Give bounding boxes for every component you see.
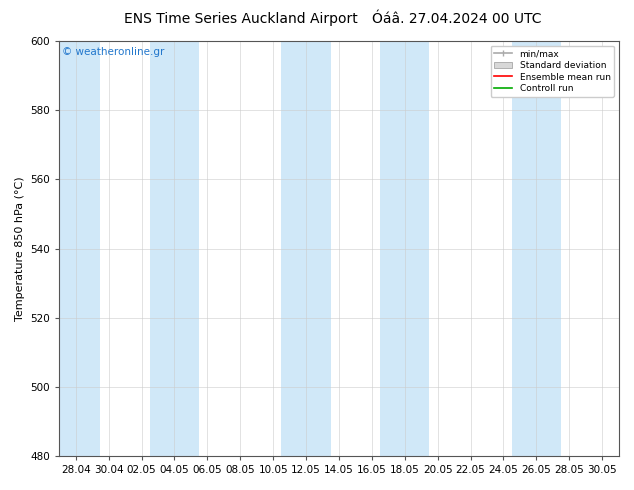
Bar: [380, 41, 429, 456]
Text: © weatheronline.gr: © weatheronline.gr: [62, 47, 164, 57]
Bar: [51, 41, 100, 456]
Legend: min/max, Standard deviation, Ensemble mean run, Controll run: min/max, Standard deviation, Ensemble me…: [491, 46, 614, 97]
Bar: [281, 41, 331, 456]
Bar: [512, 41, 561, 456]
Y-axis label: Temperature 850 hPa (°C): Temperature 850 hPa (°C): [15, 176, 25, 321]
Text: ENS Time Series Auckland Airport: ENS Time Series Auckland Airport: [124, 12, 358, 26]
Text: Óáâ. 27.04.2024 00 UTC: Óáâ. 27.04.2024 00 UTC: [372, 12, 541, 26]
Bar: [150, 41, 199, 456]
